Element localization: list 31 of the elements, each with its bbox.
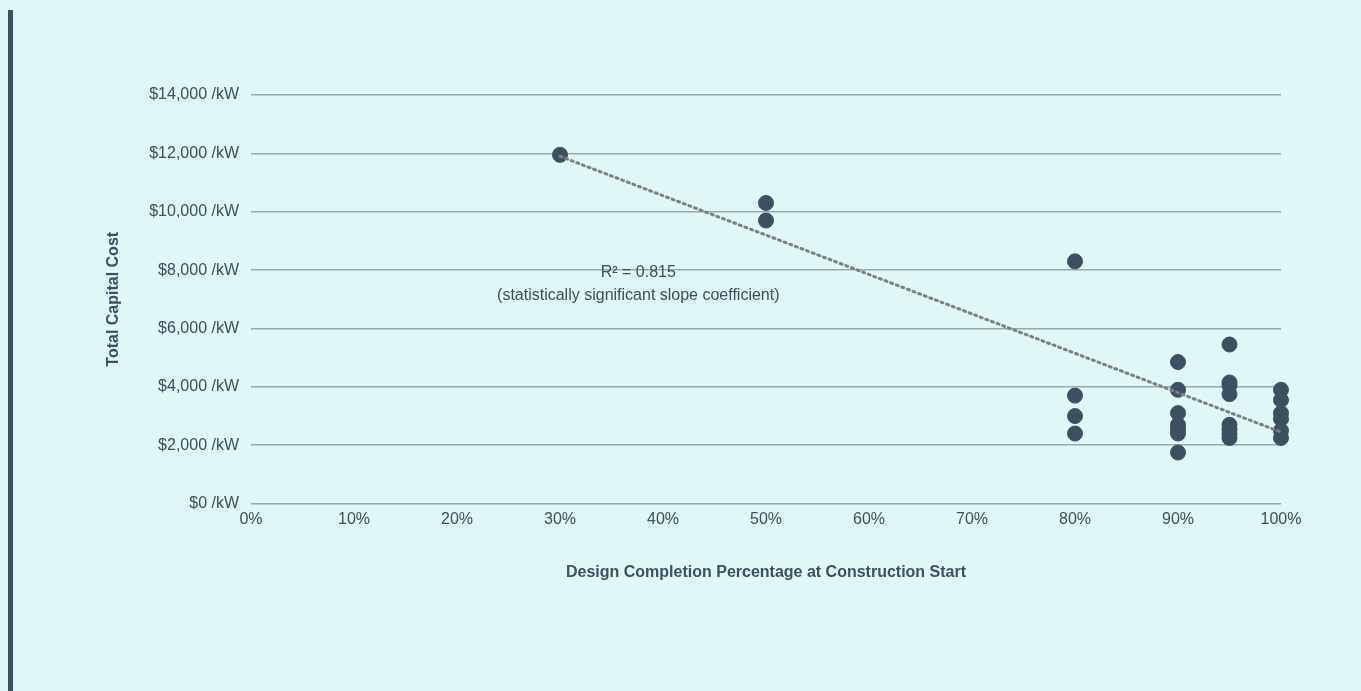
x-tick-label: 10% [338, 509, 371, 527]
y-tick-label: $4,000 /kW [158, 377, 240, 395]
y-tick-label: $2,000 /kW [158, 435, 240, 453]
point [1170, 444, 1186, 461]
x-tick-label: 30% [544, 509, 577, 527]
point [1170, 354, 1186, 371]
y-tick-label: $14,000 /kW [149, 85, 240, 103]
y-tick-label: $8,000 /kW [158, 260, 240, 278]
point [1067, 408, 1084, 425]
x-tick-label: 20% [441, 509, 474, 527]
point [758, 194, 775, 211]
y-tick-label: $0 /kW [189, 494, 240, 512]
x-axis-title: Design Completion Percentage at Construction Start [565, 562, 967, 580]
x-tick-label: 40% [647, 509, 680, 527]
y-axis-title: Total Capital Cost [104, 231, 122, 367]
x-tick-label: 0% [239, 509, 263, 527]
point [1067, 253, 1084, 270]
x-tick-label: 70% [955, 509, 989, 527]
x-tick-label: 90% [1161, 509, 1195, 527]
x-tick-label: 50% [750, 509, 783, 527]
y-tick-label: $10,000 /kW [149, 202, 240, 220]
y-tick-label: $6,000 /kW [158, 318, 240, 336]
point [1067, 425, 1084, 442]
point [1067, 387, 1084, 404]
point [758, 212, 775, 229]
y-tick-label: $12,000 /kW [149, 143, 240, 161]
annotation: R² = 0.815 (statistically significant slope coefficient) [497, 263, 780, 304]
x-tick-label: 100% [1260, 509, 1302, 527]
x-tick-label: 60% [853, 509, 886, 527]
x-tick-label: 80% [1058, 509, 1092, 527]
point [1221, 336, 1238, 353]
